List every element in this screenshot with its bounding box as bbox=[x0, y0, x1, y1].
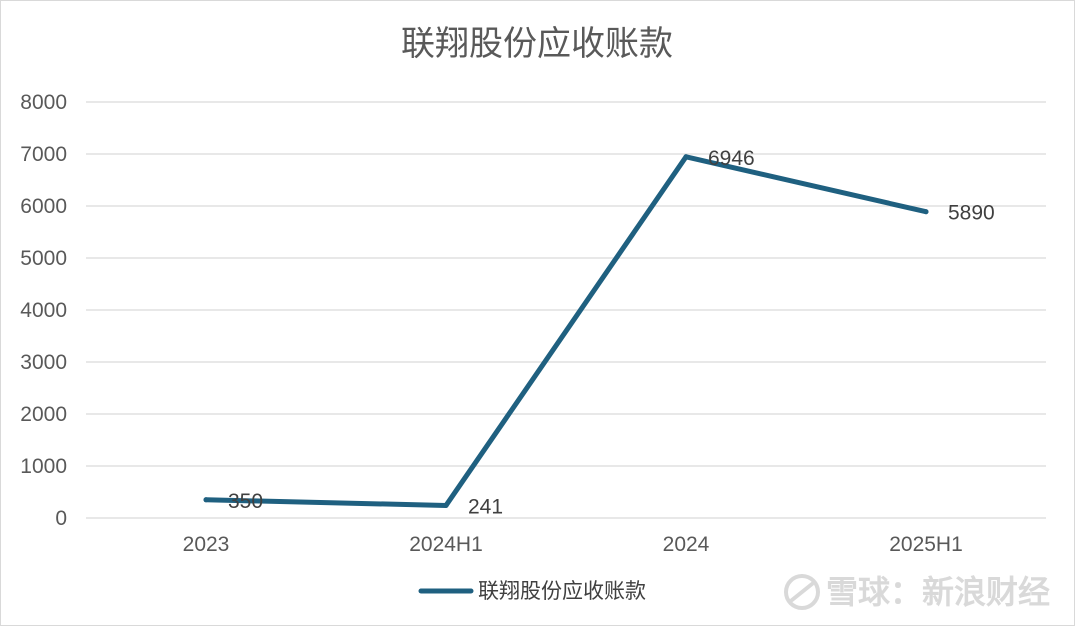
y-tick-label: 2000 bbox=[20, 403, 67, 426]
data-label: 6946 bbox=[708, 147, 755, 170]
x-tick-label: 2024H1 bbox=[409, 533, 483, 556]
y-tick-label: 7000 bbox=[20, 143, 67, 166]
snowball-logo-icon bbox=[784, 574, 820, 610]
y-tick-label: 0 bbox=[55, 507, 67, 530]
x-axis-ticks: 2023 2024H1 2024 2025H1 bbox=[183, 533, 963, 556]
chart-title: 联翔股份应收账款 bbox=[401, 25, 673, 63]
data-label: 5890 bbox=[948, 202, 995, 225]
data-point bbox=[203, 497, 209, 503]
watermark-text: 雪球：新浪财经 bbox=[826, 574, 1050, 610]
x-tick-label: 2024 bbox=[663, 533, 710, 556]
series-line bbox=[203, 154, 929, 508]
legend-label: 联翔股份应收账款 bbox=[478, 580, 646, 603]
y-tick-label: 6000 bbox=[20, 195, 67, 218]
y-axis-ticks: 0 1000 2000 3000 4000 5000 6000 7000 8000 bbox=[20, 91, 67, 530]
y-tick-label: 1000 bbox=[20, 455, 67, 478]
legend: 联翔股份应收账款 bbox=[418, 580, 646, 603]
x-tick-label: 2025H1 bbox=[889, 533, 963, 556]
watermark: 雪球：新浪财经 bbox=[784, 574, 1050, 610]
data-labels: 350 241 6946 5890 bbox=[228, 147, 995, 519]
series-layer bbox=[203, 154, 929, 508]
data-point bbox=[923, 209, 929, 215]
y-tick-label: 8000 bbox=[20, 91, 67, 114]
data-label: 241 bbox=[468, 495, 503, 518]
data-point bbox=[443, 502, 449, 508]
gridlines bbox=[86, 101, 1046, 519]
x-tick-label: 2023 bbox=[183, 533, 230, 556]
data-label: 350 bbox=[228, 490, 263, 513]
y-tick-label: 3000 bbox=[20, 351, 67, 374]
y-tick-label: 4000 bbox=[20, 299, 67, 322]
data-point bbox=[683, 154, 689, 160]
y-tick-label: 5000 bbox=[20, 247, 67, 270]
